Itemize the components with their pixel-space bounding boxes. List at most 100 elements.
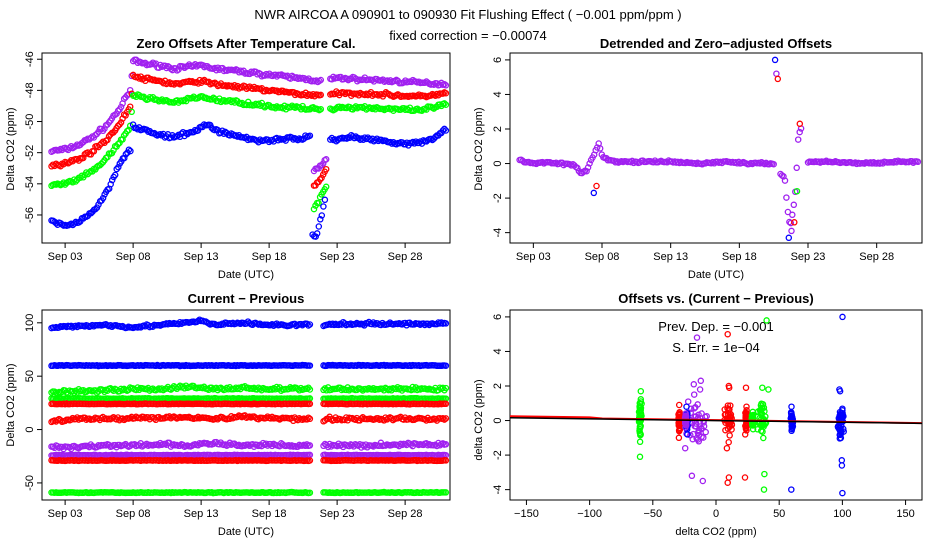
data-point (243, 101, 250, 109)
data-point (107, 321, 114, 329)
data-point (749, 408, 757, 416)
data-point (358, 415, 365, 422)
data-point (749, 412, 756, 420)
data-point (703, 412, 710, 420)
data-point (117, 119, 125, 126)
data-point (761, 470, 768, 478)
data-point (636, 453, 644, 461)
data-point (313, 230, 321, 237)
data-point (306, 386, 314, 393)
data-point (794, 136, 802, 143)
data-point (291, 91, 299, 99)
data-point (682, 424, 689, 431)
data-point (229, 319, 237, 327)
data-point (119, 136, 126, 143)
data-point (173, 133, 181, 140)
data-point (433, 90, 441, 98)
x-tick-label: Sep 13 (184, 508, 219, 520)
data-point (439, 127, 447, 134)
data-point (442, 384, 450, 392)
data-point (583, 167, 590, 175)
y-tick-label: -2 (492, 450, 504, 460)
prev-dep-annotation: Prev. Dep. = −0.001 (658, 319, 773, 334)
data-point (681, 444, 689, 452)
data-point (698, 410, 705, 417)
data-point (87, 134, 95, 142)
x-tick-label: Sep 03 (516, 251, 551, 263)
plot-p3: Sep 03 Sep 08 Sep 13 Sep 18 Sep 23 Sep 28 -50 0… (24, 309, 451, 520)
data-point (148, 60, 155, 68)
y-axis-label: delta CO2 (ppm) (473, 379, 485, 460)
data-point (420, 320, 427, 327)
data-point (303, 92, 311, 100)
data-point (427, 92, 435, 99)
data-point (315, 199, 322, 207)
data-point (122, 112, 129, 119)
data-point (98, 160, 105, 168)
data-point (258, 99, 266, 107)
data-point (98, 140, 105, 147)
data-point (442, 127, 450, 134)
data-layer (510, 313, 922, 497)
data-point (379, 385, 386, 392)
data-point (126, 414, 134, 422)
data-point (788, 403, 795, 410)
data-point (313, 77, 320, 84)
data-point (306, 489, 314, 496)
y-tick-label: -4 (492, 485, 504, 495)
data-point (785, 234, 793, 242)
data-point (836, 387, 844, 395)
data-point (92, 205, 99, 213)
y-axis-label: Delta CO2 (ppm) (5, 107, 17, 190)
data-point (681, 420, 689, 427)
data-point (636, 429, 644, 436)
data-point (256, 385, 264, 393)
data-point (770, 160, 777, 168)
data-point (593, 144, 601, 151)
data-point (387, 77, 394, 84)
data-point (637, 387, 645, 395)
data-point (262, 414, 270, 422)
data-point (194, 317, 202, 325)
data-point (317, 216, 324, 223)
data-point (352, 321, 359, 328)
data-point (322, 156, 330, 163)
data-point (343, 75, 351, 83)
data-point (421, 92, 429, 100)
x-tick-label: Sep 08 (116, 508, 151, 520)
data-point (373, 90, 381, 98)
x-tick-label: 150 (896, 508, 914, 520)
data-point (442, 101, 450, 108)
data-point (796, 128, 803, 136)
chart-title: Detrended and Zero−adjusted Offsets (600, 36, 832, 51)
x-tick-label: Sep 28 (388, 251, 423, 263)
data-point (584, 164, 592, 171)
data-layer (48, 56, 450, 240)
x-axis-label: Date (UTC) (218, 269, 274, 281)
data-point (128, 108, 135, 116)
data-point (771, 56, 779, 64)
data-point (695, 438, 703, 445)
data-point (682, 410, 689, 417)
x-tick-label: Sep 23 (320, 508, 355, 520)
data-point (345, 442, 353, 450)
data-point (317, 76, 325, 84)
data-point (696, 386, 704, 393)
data-point (760, 486, 768, 493)
data-point (675, 401, 683, 409)
y-tick-label: -50 (24, 475, 36, 491)
data-point (596, 145, 604, 152)
x-tick-label: Sep 03 (48, 508, 83, 520)
data-point (370, 104, 378, 112)
data-point (421, 321, 429, 329)
data-point (742, 384, 750, 391)
data-point (385, 78, 393, 86)
data-point (123, 127, 131, 135)
data-point (302, 442, 309, 450)
data-point (343, 135, 351, 142)
x-tick-label: Sep 18 (722, 251, 757, 263)
data-point (675, 434, 683, 442)
data-point (80, 154, 87, 162)
data-point (725, 384, 733, 391)
